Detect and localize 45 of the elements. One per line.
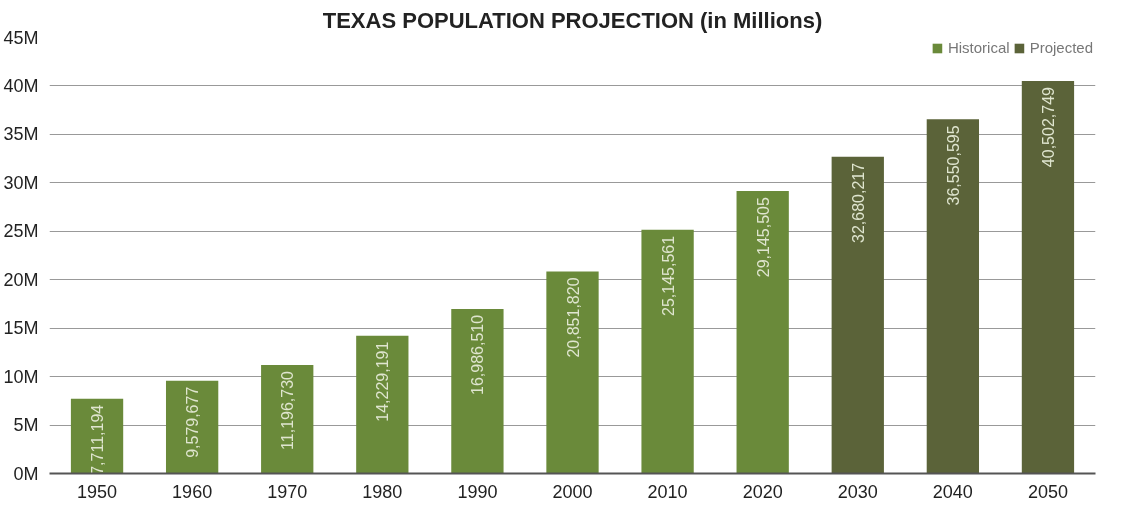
data-label: 20,851,820 xyxy=(564,277,582,358)
bar xyxy=(165,380,219,474)
y-tick-label: 40M xyxy=(3,75,39,96)
data-label: 9,579,677 xyxy=(184,386,202,458)
y-tick-label: 45M xyxy=(3,27,39,48)
x-tick-label: 2000 xyxy=(552,481,593,502)
data-label: 7,711,194 xyxy=(89,404,107,475)
data-label: 16,986,510 xyxy=(469,314,487,395)
x-tick-label: 2020 xyxy=(742,481,783,502)
legend-label: Historical xyxy=(947,39,1010,56)
x-tick-label: 1990 xyxy=(457,481,498,502)
x-tick-label: 1950 xyxy=(77,481,118,502)
bar xyxy=(926,119,980,474)
x-tick-label: 2040 xyxy=(932,481,973,502)
x-tick-label: 2010 xyxy=(647,481,688,502)
data-label: 32,680,217 xyxy=(849,162,867,243)
data-label: 25,145,561 xyxy=(659,235,677,316)
y-tick-label: 25M xyxy=(3,221,39,242)
chart-title: TEXAS POPULATION PROJECTION (in Millions) xyxy=(322,7,823,33)
data-label: 40,502,749 xyxy=(1039,86,1057,168)
data-label: 11,196,730 xyxy=(279,370,297,450)
data-label: 36,550,595 xyxy=(944,125,962,206)
y-tick-label: 35M xyxy=(3,124,39,145)
data-label: 29,145,505 xyxy=(754,197,772,278)
bar xyxy=(261,365,314,474)
y-tick-label: 0M xyxy=(13,463,39,484)
x-tick-label: 1970 xyxy=(267,481,308,502)
bar xyxy=(641,229,694,474)
bar xyxy=(356,335,409,474)
bar xyxy=(831,156,884,474)
y-tick-label: 20M xyxy=(3,269,39,290)
y-tick-label: 10M xyxy=(3,366,39,387)
bar xyxy=(736,191,789,474)
x-tick-label: 2030 xyxy=(837,481,878,502)
x-tick-label: 1980 xyxy=(362,481,403,502)
y-tick-label: 30M xyxy=(3,172,39,193)
bar xyxy=(1021,81,1075,474)
x-tick-label: 1960 xyxy=(172,481,213,502)
y-tick-label: 5M xyxy=(13,415,39,436)
y-tick-label: 15M xyxy=(3,318,39,339)
data-label: 14,229,191 xyxy=(374,341,392,422)
legend-label: Projected xyxy=(1029,39,1093,56)
bar xyxy=(546,271,599,474)
bar xyxy=(451,308,504,474)
x-tick-label: 2050 xyxy=(1027,481,1068,502)
